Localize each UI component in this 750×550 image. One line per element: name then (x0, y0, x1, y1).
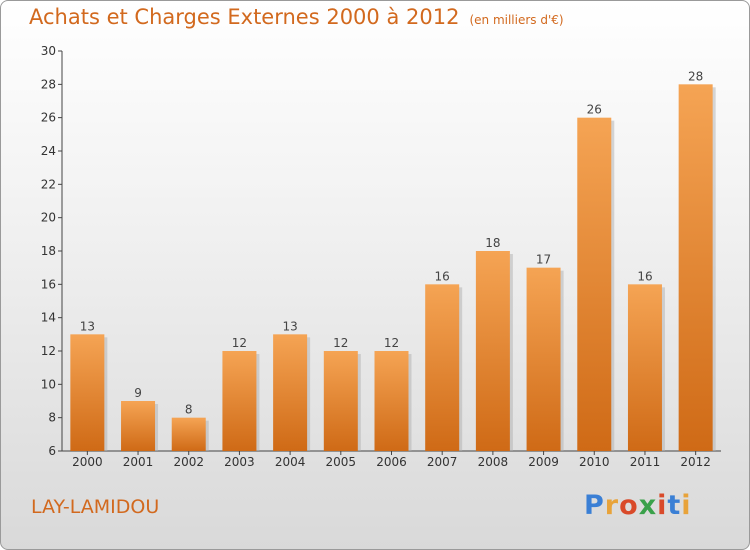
logo-letter: x (638, 490, 658, 521)
data-label: 28 (688, 69, 703, 83)
bar (222, 351, 257, 451)
bar (678, 84, 713, 451)
logo-letter: P (584, 490, 605, 521)
bar (425, 284, 460, 451)
x-tick-label: 2004 (275, 455, 306, 469)
x-tick-label: 2006 (376, 455, 407, 469)
place-name: LAY-LAMIDOU (31, 496, 160, 518)
data-label: 12 (232, 336, 247, 350)
bar (70, 334, 105, 451)
bar (374, 351, 409, 451)
x-tick-label: 2005 (326, 455, 357, 469)
bar (475, 251, 510, 451)
x-tick-label: 2000 (72, 455, 103, 469)
logo-letter: o (619, 490, 639, 521)
data-label: 8 (185, 403, 193, 417)
x-tick-label: 2003 (224, 455, 255, 469)
y-tick-label: 24 (41, 144, 56, 158)
proxiti-logo: Proxiti (584, 490, 692, 521)
bar (323, 351, 358, 451)
bar (526, 267, 561, 451)
y-tick-label: 6 (48, 444, 56, 458)
y-tick-label: 28 (41, 77, 56, 91)
data-label: 12 (384, 336, 399, 350)
logo-letter: r (604, 490, 620, 521)
title-row: Achats et Charges Externes 2000 à 2012 (e… (29, 5, 564, 29)
data-label: 16 (637, 269, 652, 283)
data-labels: 13 9 8 12 13 12 12 16 18 17 26 16 28 (80, 69, 704, 416)
x-tick-label: 2009 (528, 455, 559, 469)
y-tick-label: 26 (41, 111, 56, 125)
x-tick-label: 2001 (123, 455, 154, 469)
logo-letter: i (657, 490, 668, 521)
y-tick-label: 22 (41, 177, 56, 191)
axes: 6 8 10 12 14 16 18 20 22 24 26 28 30 2000 2001 2002 2003… (41, 44, 721, 469)
bar (577, 117, 612, 452)
logo-letter: t (667, 490, 682, 521)
y-tick-label: 12 (41, 344, 56, 358)
data-label: 9 (134, 386, 142, 400)
logo-letter: i (681, 490, 692, 521)
bar (121, 401, 156, 451)
bar (171, 417, 206, 451)
x-tick-label: 2010 (579, 455, 610, 469)
data-label: 17 (536, 253, 551, 267)
chart-title: Achats et Charges Externes 2000 à 2012 (29, 5, 460, 29)
data-label: 26 (587, 103, 602, 117)
data-label: 13 (282, 319, 297, 333)
y-tick-label: 18 (41, 244, 56, 258)
x-tick-label: 2007 (427, 455, 458, 469)
bars (70, 84, 716, 452)
x-tick-label: 2002 (173, 455, 204, 469)
y-tick-label: 16 (41, 277, 56, 291)
x-tick-label: 2011 (630, 455, 661, 469)
y-tick-label: 30 (41, 44, 56, 58)
bar (627, 284, 662, 451)
y-tick-label: 10 (41, 377, 56, 391)
data-label: 16 (435, 269, 450, 283)
data-label: 12 (333, 336, 348, 350)
y-tick-label: 14 (41, 311, 56, 325)
y-tick-label: 8 (48, 411, 56, 425)
data-label: 13 (80, 319, 95, 333)
x-tick-label: 2008 (478, 455, 509, 469)
data-label: 18 (485, 236, 500, 250)
chart-unit: (en milliers d'€) (469, 13, 564, 27)
bar (273, 334, 308, 451)
y-tick-label: 20 (41, 211, 56, 225)
x-tick-label: 2012 (680, 455, 711, 469)
